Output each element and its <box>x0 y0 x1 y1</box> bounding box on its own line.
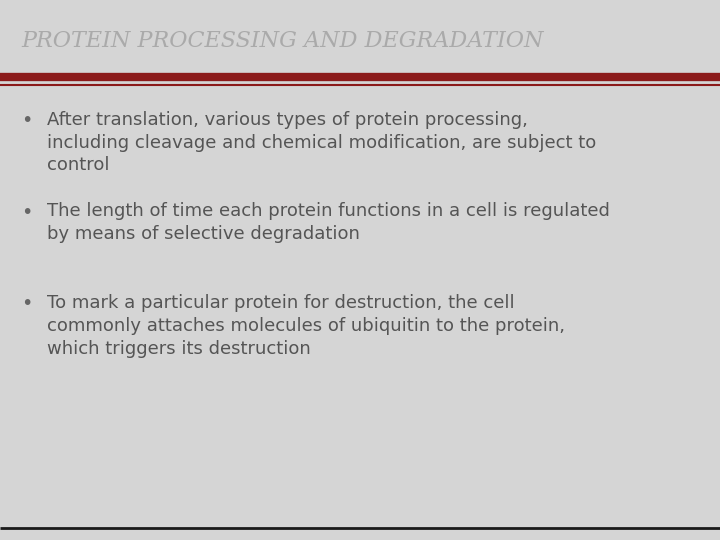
Text: •: • <box>22 111 33 130</box>
Text: •: • <box>22 294 33 313</box>
Text: PROTEIN PROCESSING AND DEGRADATION: PROTEIN PROCESSING AND DEGRADATION <box>22 30 544 52</box>
Text: To mark a particular protein for destruction, the cell
commonly attaches molecul: To mark a particular protein for destruc… <box>47 294 564 358</box>
Text: After translation, various types of protein processing,
including cleavage and c: After translation, various types of prot… <box>47 111 596 174</box>
Text: •: • <box>22 202 33 221</box>
Text: The length of time each protein functions in a cell is regulated
by means of sel: The length of time each protein function… <box>47 202 610 244</box>
